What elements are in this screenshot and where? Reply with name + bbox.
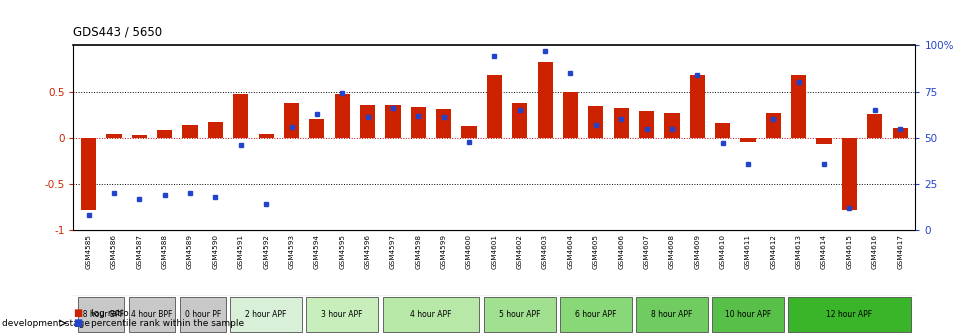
Text: GSM4617: GSM4617 (896, 234, 903, 268)
Text: 6 hour APF: 6 hour APF (574, 310, 616, 319)
Text: GSM4600: GSM4600 (466, 234, 471, 268)
Bar (636, 297, 707, 332)
Text: GDS443 / 5650: GDS443 / 5650 (73, 26, 162, 39)
Bar (182, 125, 198, 138)
Bar (230, 297, 301, 332)
Text: GSM4585: GSM4585 (85, 234, 92, 268)
Text: GSM4586: GSM4586 (111, 234, 117, 268)
Text: GSM4616: GSM4616 (870, 234, 877, 268)
Text: GSM4611: GSM4611 (744, 234, 750, 268)
Bar (562, 92, 577, 138)
Text: ■: ■ (73, 318, 82, 328)
Bar (714, 123, 730, 138)
Text: GSM4595: GSM4595 (339, 234, 345, 268)
Text: GSM4596: GSM4596 (364, 234, 371, 268)
Text: GSM4587: GSM4587 (136, 234, 142, 268)
Text: GSM4608: GSM4608 (668, 234, 674, 268)
Bar (360, 104, 375, 138)
Bar (156, 130, 172, 138)
Bar (841, 138, 856, 210)
Text: GSM4602: GSM4602 (516, 234, 522, 268)
Bar (306, 297, 378, 332)
Bar (613, 108, 628, 138)
Bar (765, 113, 780, 138)
Text: GSM4613: GSM4613 (795, 234, 801, 268)
Bar (787, 297, 910, 332)
Text: GSM4601: GSM4601 (491, 234, 497, 268)
Text: GSM4604: GSM4604 (567, 234, 573, 268)
Text: 5 hour APF: 5 hour APF (499, 310, 540, 319)
Bar (537, 62, 553, 138)
Bar (486, 75, 502, 138)
Bar (588, 107, 602, 138)
Text: GSM4605: GSM4605 (593, 234, 599, 268)
Text: GSM4588: GSM4588 (161, 234, 167, 268)
Text: GSM4606: GSM4606 (617, 234, 624, 268)
Text: GSM4614: GSM4614 (821, 234, 826, 268)
Bar (207, 122, 223, 138)
Text: GSM4598: GSM4598 (415, 234, 421, 268)
Text: GSM4594: GSM4594 (314, 234, 320, 268)
Text: 8 hour APF: 8 hour APF (650, 310, 691, 319)
Text: 4 hour APF: 4 hour APF (410, 310, 451, 319)
Text: GSM4615: GSM4615 (846, 234, 852, 268)
Bar (511, 103, 527, 138)
Text: GSM4609: GSM4609 (693, 234, 699, 268)
Bar (233, 94, 248, 138)
Bar (461, 126, 476, 138)
Bar (712, 297, 783, 332)
Text: GSM4607: GSM4607 (643, 234, 648, 268)
Text: development stage: development stage (2, 319, 90, 328)
Bar (411, 107, 425, 138)
Text: GSM4610: GSM4610 (719, 234, 725, 268)
Text: GSM4591: GSM4591 (238, 234, 244, 268)
Bar (483, 297, 555, 332)
Bar (129, 297, 175, 332)
Text: 10 hour APF: 10 hour APF (724, 310, 771, 319)
Bar (107, 134, 121, 138)
Text: 4 hour BPF: 4 hour BPF (131, 310, 172, 319)
Bar (790, 75, 806, 138)
Text: 3 hour APF: 3 hour APF (321, 310, 363, 319)
Bar (816, 138, 831, 144)
Text: GSM4603: GSM4603 (542, 234, 548, 268)
Bar (664, 113, 679, 138)
Bar (867, 114, 881, 138)
Bar (81, 138, 96, 210)
Bar (385, 106, 400, 138)
Text: GSM4589: GSM4589 (187, 234, 193, 268)
Bar (739, 138, 755, 141)
Bar (689, 75, 704, 138)
Bar (258, 134, 274, 138)
Text: GSM4593: GSM4593 (289, 234, 294, 268)
Text: 18 hour BPF: 18 hour BPF (78, 310, 124, 319)
Bar (559, 297, 631, 332)
Text: GSM4612: GSM4612 (770, 234, 776, 268)
Text: GSM4592: GSM4592 (263, 234, 269, 268)
Text: 12 hour APF: 12 hour APF (825, 310, 871, 319)
Text: GSM4590: GSM4590 (212, 234, 218, 268)
Text: 0 hour PF: 0 hour PF (185, 310, 221, 319)
Bar (639, 111, 653, 138)
Text: log ratio: log ratio (91, 309, 129, 318)
Bar (132, 135, 147, 138)
Bar (180, 297, 226, 332)
Bar (334, 94, 349, 138)
Text: GSM4599: GSM4599 (440, 234, 446, 268)
Text: percentile rank within the sample: percentile rank within the sample (91, 319, 244, 328)
Bar (382, 297, 479, 332)
Bar (892, 128, 907, 138)
Bar (284, 103, 299, 138)
Text: 2 hour APF: 2 hour APF (245, 310, 287, 319)
Text: ■: ■ (73, 308, 82, 318)
Bar (435, 109, 451, 138)
Bar (309, 119, 324, 138)
Text: GSM4597: GSM4597 (389, 234, 395, 268)
Bar (78, 297, 124, 332)
